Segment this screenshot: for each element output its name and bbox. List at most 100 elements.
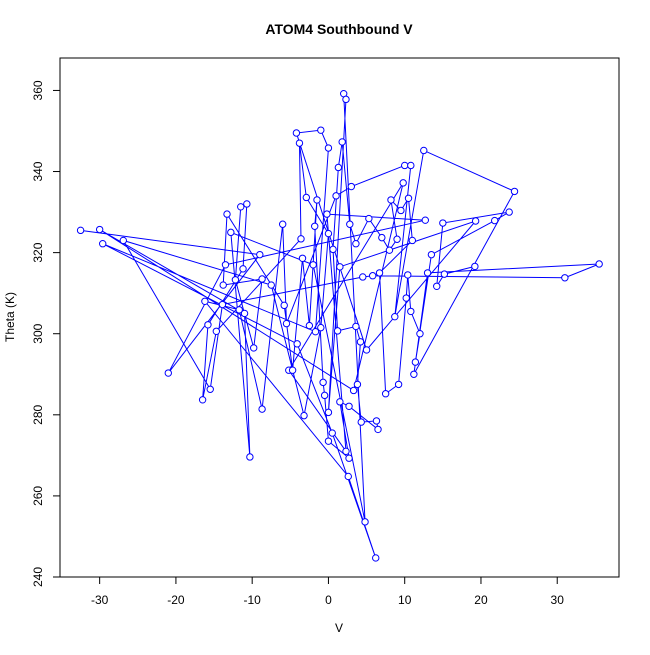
x-tick-label: 30 — [551, 593, 565, 607]
data-point — [346, 220, 354, 228]
data-point — [440, 270, 449, 278]
data-point — [119, 236, 127, 245]
data-point — [368, 272, 377, 280]
data-point — [332, 192, 340, 200]
data-point — [258, 275, 266, 283]
data-point — [345, 402, 353, 410]
data-point — [423, 269, 432, 277]
data-point — [433, 282, 441, 290]
data-point — [223, 210, 231, 218]
data-point — [402, 294, 410, 302]
data-point — [243, 200, 251, 208]
data-point — [309, 261, 317, 269]
data-point — [427, 250, 436, 259]
data-point — [352, 322, 360, 331]
data-point — [297, 235, 305, 243]
data-point — [246, 453, 254, 461]
y-tick-label: 260 — [31, 486, 45, 506]
data-point — [313, 196, 321, 204]
y-tick-label: 300 — [31, 323, 45, 343]
data-point — [298, 254, 307, 263]
data-point — [471, 262, 479, 271]
data-line — [80, 93, 600, 559]
data-point — [490, 216, 499, 225]
data-point — [219, 281, 227, 289]
data-point — [212, 327, 221, 335]
data-point — [329, 245, 337, 254]
data-point — [408, 236, 417, 245]
data-point — [399, 179, 407, 187]
data-point — [311, 222, 319, 230]
data-point — [227, 228, 235, 237]
data-point — [342, 95, 350, 104]
data-point — [407, 161, 415, 170]
data-point — [394, 380, 403, 389]
data-point — [320, 391, 329, 400]
data-point — [344, 472, 352, 481]
data-point — [218, 300, 227, 309]
y-tick-label: 280 — [31, 404, 45, 424]
x-tick-label: 20 — [474, 593, 488, 607]
plot-box — [59, 57, 620, 578]
data-point — [352, 240, 360, 248]
data-point — [338, 138, 346, 146]
data-point — [336, 398, 344, 406]
data-point — [231, 276, 240, 284]
data-point — [324, 229, 333, 238]
data-point — [333, 327, 342, 335]
data-point — [334, 163, 343, 172]
data-point — [336, 263, 344, 271]
data-point — [237, 203, 245, 211]
data-point — [393, 235, 401, 243]
data-point — [256, 250, 264, 259]
data-point — [397, 206, 405, 215]
data-point — [201, 297, 209, 305]
data-point — [381, 390, 390, 398]
data-point — [300, 411, 308, 420]
data-point — [357, 418, 365, 426]
data-point — [221, 261, 230, 269]
data-point — [267, 281, 275, 289]
data-point — [374, 425, 382, 434]
y-tick-label: 360 — [31, 80, 45, 100]
data-point — [204, 321, 212, 329]
y-tick-label: 240 — [31, 567, 45, 587]
data-point — [362, 346, 371, 354]
data-point — [198, 396, 207, 404]
data-point — [342, 447, 350, 456]
data-point — [240, 309, 249, 318]
data-point — [375, 269, 384, 277]
data-point — [292, 129, 301, 137]
x-tick-label: -30 — [91, 593, 109, 607]
data-point — [319, 378, 327, 387]
x-tick-label: -20 — [167, 593, 185, 607]
data-point — [76, 226, 85, 235]
chart-title: ATOM4 Southbound V — [265, 21, 413, 37]
data-point — [288, 366, 297, 374]
data-point — [407, 307, 415, 316]
data-point — [391, 312, 399, 321]
data-point — [305, 321, 314, 330]
x-tick-label: 10 — [398, 593, 412, 607]
data-point — [250, 344, 258, 352]
data-point — [324, 437, 333, 445]
data-point — [258, 405, 266, 413]
data-point — [278, 220, 287, 228]
data-point — [411, 358, 420, 366]
y-axis-label: Theta (K) — [3, 292, 17, 342]
data-point — [420, 146, 428, 155]
data-point — [385, 246, 394, 254]
data-point — [416, 330, 424, 338]
data-point — [324, 144, 333, 152]
data-point — [349, 386, 358, 395]
data-point — [324, 408, 333, 417]
x-tick-label: 0 — [325, 593, 332, 607]
data-point — [95, 225, 104, 234]
data-point — [206, 385, 214, 393]
data-point — [561, 274, 569, 282]
data-point — [471, 217, 480, 225]
data-point — [356, 338, 365, 346]
data-point — [439, 219, 447, 227]
data-point — [410, 370, 418, 378]
